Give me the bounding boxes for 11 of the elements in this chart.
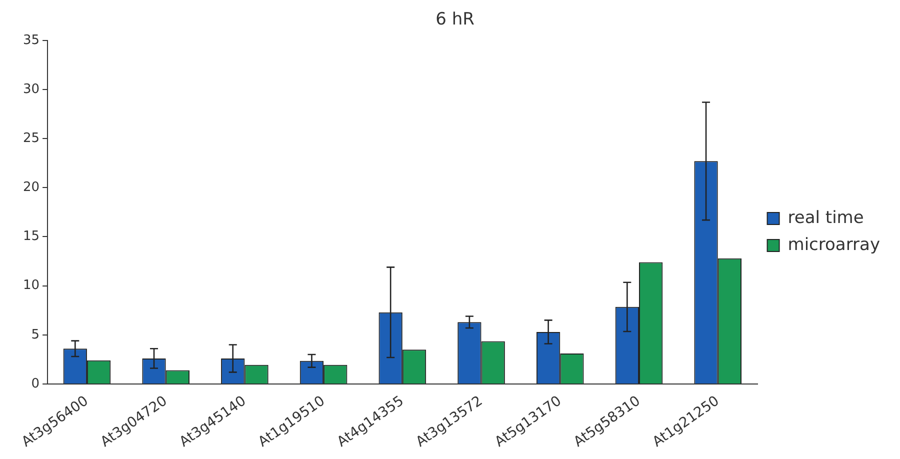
- y-tick-label: 30: [22, 82, 40, 97]
- y-tick-label: 0: [31, 376, 40, 392]
- y-tick-label: 15: [22, 229, 40, 244]
- chart-title: 6 hR: [436, 10, 475, 30]
- legend-label: real time: [788, 208, 864, 228]
- y-tick-label: 35: [22, 32, 40, 48]
- y-tick-label: 5: [31, 327, 40, 342]
- y-tick-label: 25: [22, 130, 40, 146]
- y-tick-label: 10: [22, 278, 40, 294]
- legend-label: microarray: [788, 234, 880, 255]
- y-tick-label: 20: [22, 180, 40, 196]
